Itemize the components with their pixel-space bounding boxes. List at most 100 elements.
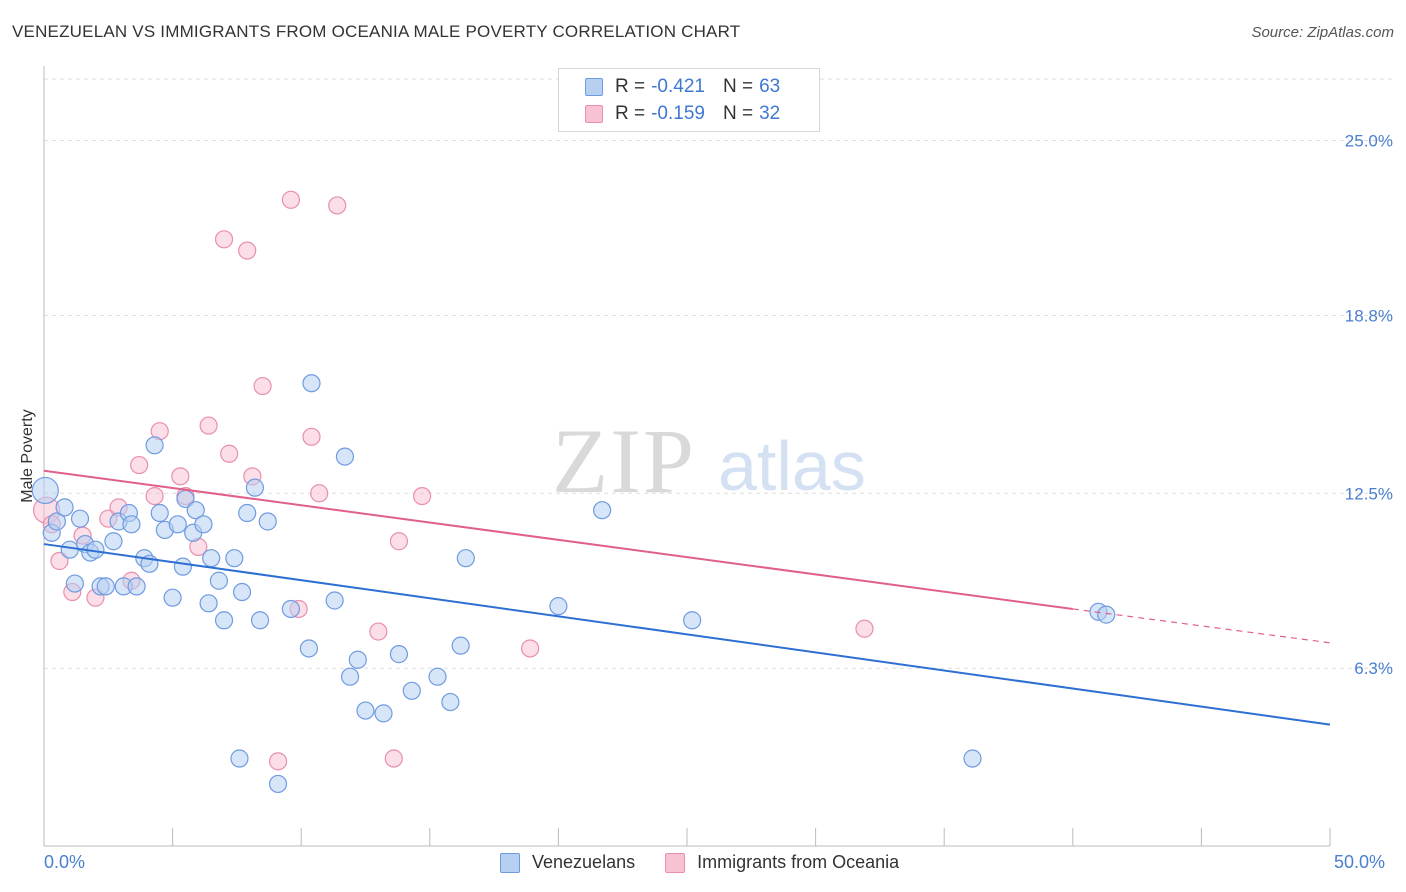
legend-swatch-blue bbox=[585, 78, 603, 96]
venezuelans-point bbox=[194, 515, 213, 534]
oceania-point bbox=[855, 619, 874, 638]
venezuelans-point bbox=[593, 501, 612, 520]
oceania-point bbox=[328, 196, 347, 215]
oceania-point bbox=[302, 427, 321, 446]
legend-r-label: R = bbox=[615, 76, 646, 97]
venezuelans-point bbox=[325, 591, 344, 610]
y-tick-label: 25.0% bbox=[1345, 132, 1393, 151]
venezuelans-point bbox=[402, 681, 421, 700]
y-axis-label: Male Poverty bbox=[19, 409, 36, 503]
venezuelans-point bbox=[168, 515, 187, 534]
chart-title: VENEZUELAN VS IMMIGRANTS FROM OCEANIA MA… bbox=[12, 22, 741, 41]
trend-lines bbox=[43, 469, 1331, 726]
venezuelans-point bbox=[335, 447, 355, 466]
oceania-point bbox=[145, 486, 164, 506]
venezuelans-point bbox=[683, 611, 702, 630]
venezuelans-point bbox=[104, 532, 123, 551]
watermark-zip: ZIP bbox=[552, 410, 696, 512]
y-tick-label: 18.8% bbox=[1345, 306, 1393, 325]
venezuelans-point bbox=[145, 436, 164, 455]
venezuelans-point bbox=[374, 704, 393, 723]
legend-swatch-pink bbox=[585, 105, 603, 123]
oceania-point bbox=[389, 532, 409, 551]
legend-item-venezuelans[interactable]: Venezuelans bbox=[500, 852, 635, 873]
oceania-point bbox=[369, 622, 388, 641]
oceania-point bbox=[412, 486, 432, 506]
series-venezuelans-points bbox=[31, 374, 1116, 794]
venezuelans-point bbox=[60, 540, 79, 559]
x-tick-label-min: 0.0% bbox=[44, 852, 86, 872]
venezuelans-point bbox=[96, 577, 115, 596]
oceania-point bbox=[171, 467, 190, 486]
stats-legend: R = -0.421 N = 63 R = -0.159 N = 32 bbox=[558, 68, 820, 132]
legend-swatch-blue bbox=[500, 852, 520, 873]
venezuelans-point bbox=[238, 503, 257, 523]
venezuelans-point bbox=[428, 667, 447, 686]
legend-n-value: 32 bbox=[759, 103, 781, 124]
venezuelans-point bbox=[281, 599, 301, 619]
venezuelans-point bbox=[173, 557, 192, 576]
series-legend: Venezuelans Immigrants from Oceania bbox=[500, 852, 929, 873]
venezuelans-point bbox=[356, 701, 375, 720]
gridlines bbox=[44, 78, 1394, 669]
x-tick-label-max: 50.0% bbox=[1334, 852, 1386, 872]
venezuelans-point bbox=[348, 650, 367, 669]
venezuelans-trend-line bbox=[43, 543, 1331, 726]
venezuelans-point bbox=[230, 749, 249, 768]
axes bbox=[43, 66, 1331, 847]
legend-swatch-pink bbox=[665, 852, 686, 873]
venezuelans-point bbox=[186, 501, 205, 520]
y-tick-label: 6.3% bbox=[1354, 659, 1393, 678]
oceania-point bbox=[199, 416, 218, 435]
legend-n-value: 63 bbox=[759, 76, 781, 97]
venezuelans-point bbox=[302, 374, 321, 393]
oceania-point bbox=[50, 551, 69, 571]
venezuelans-point bbox=[451, 636, 470, 655]
oceania-point bbox=[214, 230, 234, 249]
venezuelans-point bbox=[963, 749, 982, 768]
venezuelans-point bbox=[250, 611, 270, 630]
venezuelans-point bbox=[258, 512, 277, 531]
venezuelans-point bbox=[209, 571, 228, 590]
venezuelans-point bbox=[55, 498, 74, 517]
watermark-atlas: atlas bbox=[718, 427, 866, 505]
y-tick-labels: 6.3% 12.5% 18.8% 25.0% bbox=[1345, 132, 1393, 679]
legend-row-oceania: R = -0.159 N = 32 bbox=[585, 102, 780, 126]
legend-label-venezuelans: Venezuelans bbox=[532, 852, 636, 872]
oceania-point bbox=[521, 639, 540, 658]
venezuelans-point bbox=[127, 577, 146, 596]
venezuelans-point bbox=[31, 476, 59, 505]
venezuelans-point bbox=[202, 549, 221, 568]
oceania-trend-extension bbox=[1072, 608, 1331, 644]
oceania-point bbox=[130, 455, 149, 475]
oceania-point bbox=[253, 376, 272, 396]
venezuelans-point bbox=[340, 667, 360, 686]
venezuelans-point bbox=[456, 549, 475, 568]
oceania-trend-line bbox=[43, 469, 1073, 610]
watermark: ZIP atlas bbox=[552, 410, 866, 512]
legend-label-oceania: Immigrants from Oceania bbox=[697, 852, 900, 872]
venezuelans-point bbox=[232, 582, 252, 602]
venezuelans-point bbox=[163, 588, 182, 607]
legend-r-value: -0.159 bbox=[651, 103, 705, 124]
oceania-point bbox=[268, 752, 288, 771]
venezuelans-point bbox=[299, 639, 319, 658]
legend-row-venezuelans: R = -0.421 N = 63 bbox=[585, 75, 780, 99]
legend-r-label: R = bbox=[615, 103, 646, 124]
legend-n-label: N = bbox=[722, 103, 754, 124]
legend-r-value: -0.421 bbox=[651, 76, 705, 97]
source-label[interactable]: Source: ZipAtlas.com bbox=[1251, 24, 1394, 41]
oceania-point bbox=[384, 749, 403, 768]
venezuelans-point bbox=[225, 549, 244, 568]
oceania-point bbox=[238, 241, 257, 260]
venezuelans-point bbox=[70, 509, 90, 528]
oceania-point bbox=[310, 484, 329, 503]
venezuelans-point bbox=[245, 478, 265, 497]
oceania-point bbox=[281, 190, 301, 209]
venezuelans-point bbox=[214, 611, 234, 630]
oceania-point bbox=[220, 444, 239, 463]
venezuelans-point bbox=[47, 512, 66, 531]
legend-item-oceania[interactable]: Immigrants from Oceania bbox=[665, 852, 899, 873]
venezuelans-point bbox=[1097, 605, 1116, 624]
